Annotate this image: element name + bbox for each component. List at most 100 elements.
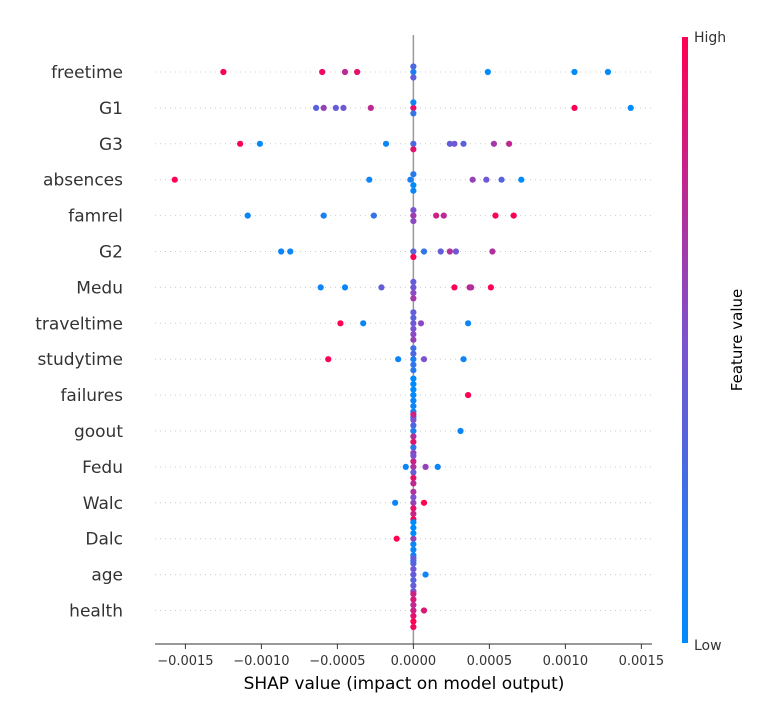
shap-point [410,381,417,388]
x-tick-label: 0.0010 [543,654,589,669]
shap-point [410,375,417,382]
shap-point [313,104,320,111]
shap-point [410,618,417,625]
shap-point [484,68,491,76]
shap-point [451,140,458,147]
shap-point [460,140,467,147]
shap-point [171,176,178,183]
feature-label: failures [60,386,123,406]
x-axis-title: SHAP value (impact on model output) [244,674,565,694]
x-axis-ticks: −0.0015 −0.0010 −0.0005 0.0000 0.0005 0.0010 0… [157,644,664,669]
shap-point [341,284,349,291]
shap-point [410,99,417,106]
shap-point [422,463,429,470]
feature-label: Medu [76,278,123,298]
x-tick-label: −0.0015 [157,654,213,669]
shap-point [410,171,417,178]
shap-point [410,590,417,598]
shap-point [468,284,475,291]
shap-point [410,325,417,332]
shap-point [319,68,326,76]
shap-point [410,601,417,609]
shap-point [434,463,441,470]
shap-point [627,104,634,111]
shap-point [410,331,417,338]
shap-point [392,499,399,506]
shap-point [278,248,285,255]
shap-point [410,566,417,573]
colorbar-low-label: Low [694,638,722,654]
x-tick-label: 0.0015 [619,654,665,669]
shap-point [410,356,417,363]
shap-point [410,289,417,296]
shap-point [410,284,417,291]
feature-label: goout [74,422,123,442]
shap-point [410,367,417,374]
shap-point [340,104,347,111]
shap-point [410,530,417,537]
shap-point [410,582,417,589]
shap-point [489,248,496,255]
shap-point [410,295,417,302]
shap-point [410,577,417,584]
shap-point [410,560,417,567]
shap-point [492,212,499,219]
shap-point [410,314,417,321]
shap-point [410,469,417,476]
shap-point [341,68,349,76]
shap-point [410,607,417,614]
shap-point [410,438,417,446]
shap-point [410,212,417,219]
shap-point [402,463,409,470]
shap-point [410,140,417,147]
shap-point [407,176,414,183]
shap-point [325,356,332,363]
shap-point [410,427,417,435]
shap-point [464,320,472,327]
shap-point [420,607,428,614]
shap-point [440,212,447,219]
shap-point [410,494,417,501]
shap-point [410,596,417,603]
shap-point [320,104,327,111]
shap-point [287,248,294,255]
shap-point [410,63,417,70]
shap-point [410,336,417,343]
shap-point [410,474,417,481]
shap-point [237,140,244,147]
shap-point [422,571,429,578]
shap-point [498,176,505,183]
shap-point [410,510,417,517]
shap-point [410,433,417,440]
shap-point [395,356,402,363]
shap-point [220,68,227,76]
shap-point [410,555,417,562]
shap-point [410,278,417,285]
shap-point [320,212,327,219]
shap-point [410,422,417,429]
shap-point [410,571,417,578]
shap-point [410,397,417,404]
feature-label: G1 [99,99,123,119]
shap-point [420,499,428,506]
shap-point [410,535,417,542]
shap-point [510,212,517,219]
feature-label: absences [43,171,123,191]
shap-point [410,74,417,81]
shap-point [410,350,417,357]
x-tick-label: 0.0000 [391,654,437,669]
shap-point [244,212,251,219]
shap-point [317,284,324,291]
shap-point [410,541,417,548]
shap-point [437,248,444,255]
shap-point [417,320,425,327]
shap-point [410,253,417,261]
shap-point [410,524,417,531]
shap-point [451,284,458,291]
feature-label: studytime [37,350,123,370]
x-tick-label: −0.0005 [309,654,365,669]
shap-point [410,345,417,352]
shap-point [446,140,453,147]
feature-label: traveltime [35,314,123,334]
shap-point [410,411,417,418]
